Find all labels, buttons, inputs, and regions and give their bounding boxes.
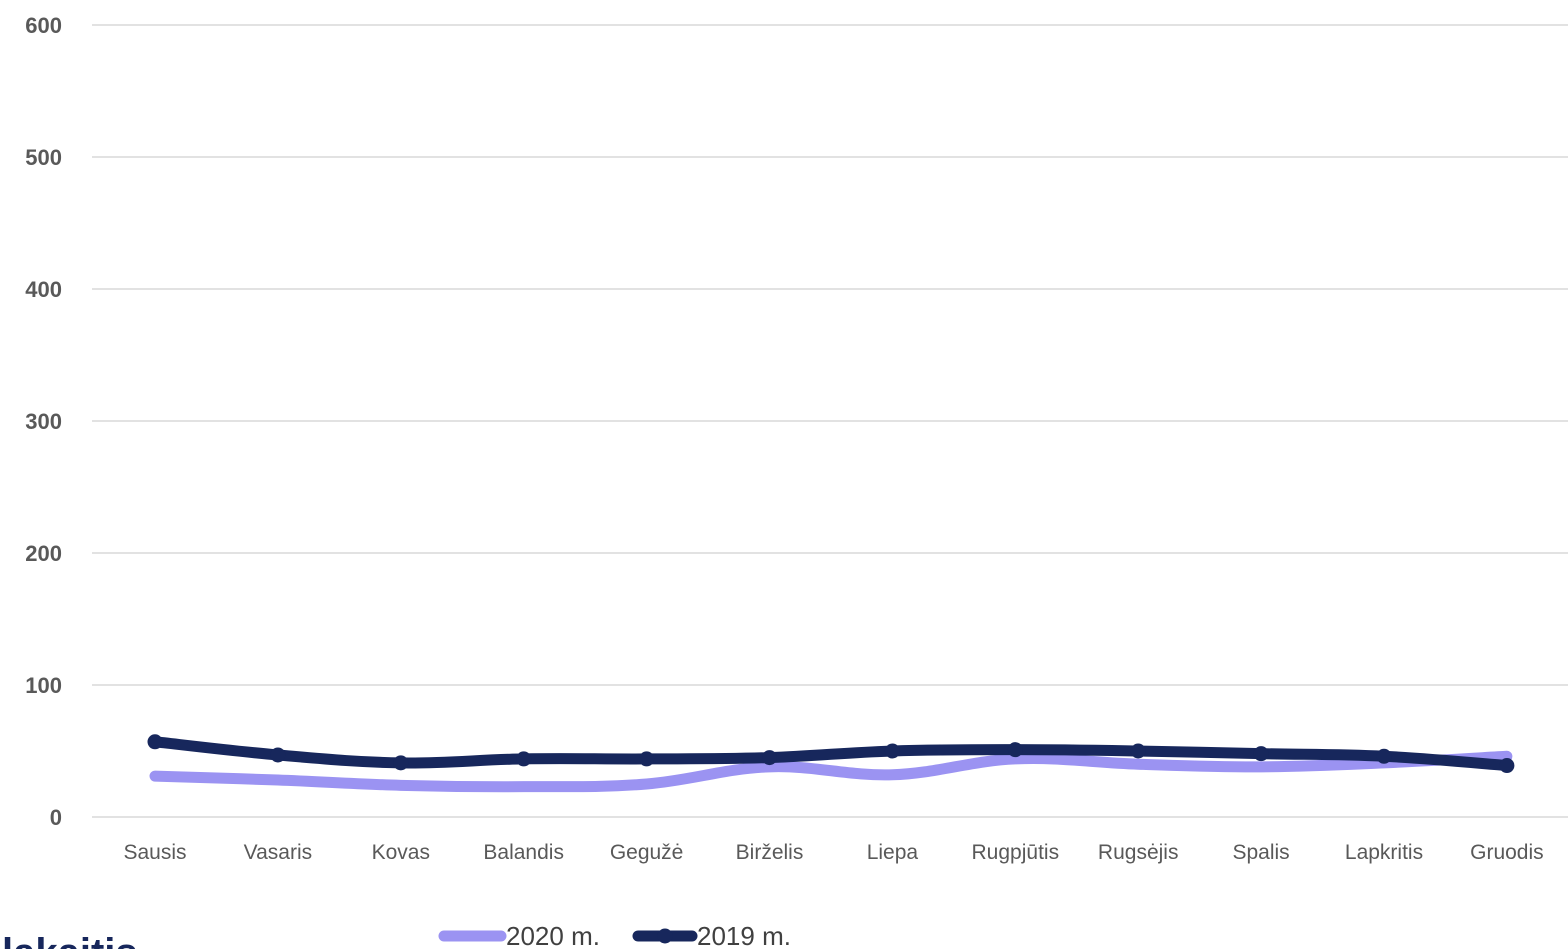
data-point-marker bbox=[1376, 748, 1392, 764]
x-tick-label: Balandis bbox=[483, 841, 564, 864]
data-point-marker bbox=[1499, 758, 1515, 774]
data-point-marker bbox=[1253, 746, 1269, 762]
series-line-2020 bbox=[149, 750, 1513, 793]
x-axis-ticks: Sausis Vasaris Kovas Balandis Gegužė Birželis… bbox=[123, 841, 1543, 864]
data-point-marker bbox=[1007, 742, 1023, 758]
x-tick-label: Rugpjūtis bbox=[972, 841, 1060, 864]
y-tick-label: 400 bbox=[25, 277, 62, 302]
x-tick-label: Gruodis bbox=[1470, 841, 1544, 864]
legend-label: 2020 m. bbox=[506, 921, 600, 949]
series-line-2019 bbox=[149, 736, 1513, 772]
data-point-marker bbox=[516, 751, 532, 767]
y-tick-label: 0 bbox=[50, 805, 62, 830]
legend-marker bbox=[657, 928, 673, 944]
x-tick-label: Gegužė bbox=[610, 841, 684, 864]
y-tick-label: 300 bbox=[25, 409, 62, 434]
x-tick-label: Lapkritis bbox=[1345, 841, 1423, 864]
x-tick-label: Liepa bbox=[867, 841, 919, 864]
data-point-marker bbox=[762, 750, 777, 766]
y-tick-label: 600 bbox=[25, 13, 62, 38]
data-point-marker bbox=[639, 751, 655, 767]
legend-label: 2019 m. bbox=[697, 921, 791, 949]
cut-off-text: lakaitis bbox=[2, 931, 138, 949]
gridlines bbox=[92, 24, 1568, 818]
x-tick-label: Birželis bbox=[736, 841, 804, 864]
data-point-marker bbox=[393, 755, 409, 771]
legend-item: 2020 m. bbox=[438, 921, 600, 949]
y-tick-label: 100 bbox=[25, 673, 62, 698]
x-tick-label: Spalis bbox=[1232, 841, 1289, 864]
y-tick-label: 500 bbox=[25, 145, 62, 170]
data-point-marker bbox=[270, 747, 286, 763]
data-point-marker bbox=[884, 743, 900, 759]
x-tick-label: Kovas bbox=[372, 841, 430, 864]
x-tick-label: Sausis bbox=[123, 841, 186, 864]
y-axis-ticks: 0 100 200 300 400 500 600 bbox=[25, 13, 62, 830]
legend: 2020 m. 2019 m. bbox=[438, 921, 791, 949]
data-point-marker bbox=[1130, 743, 1146, 759]
x-tick-label: Rugsėjis bbox=[1098, 841, 1179, 864]
data-point-marker bbox=[147, 734, 163, 750]
x-tick-label: Vasaris bbox=[244, 841, 312, 864]
legend-item: 2019 m. bbox=[632, 921, 791, 949]
y-tick-label: 200 bbox=[25, 541, 62, 566]
series-lines bbox=[147, 734, 1515, 793]
